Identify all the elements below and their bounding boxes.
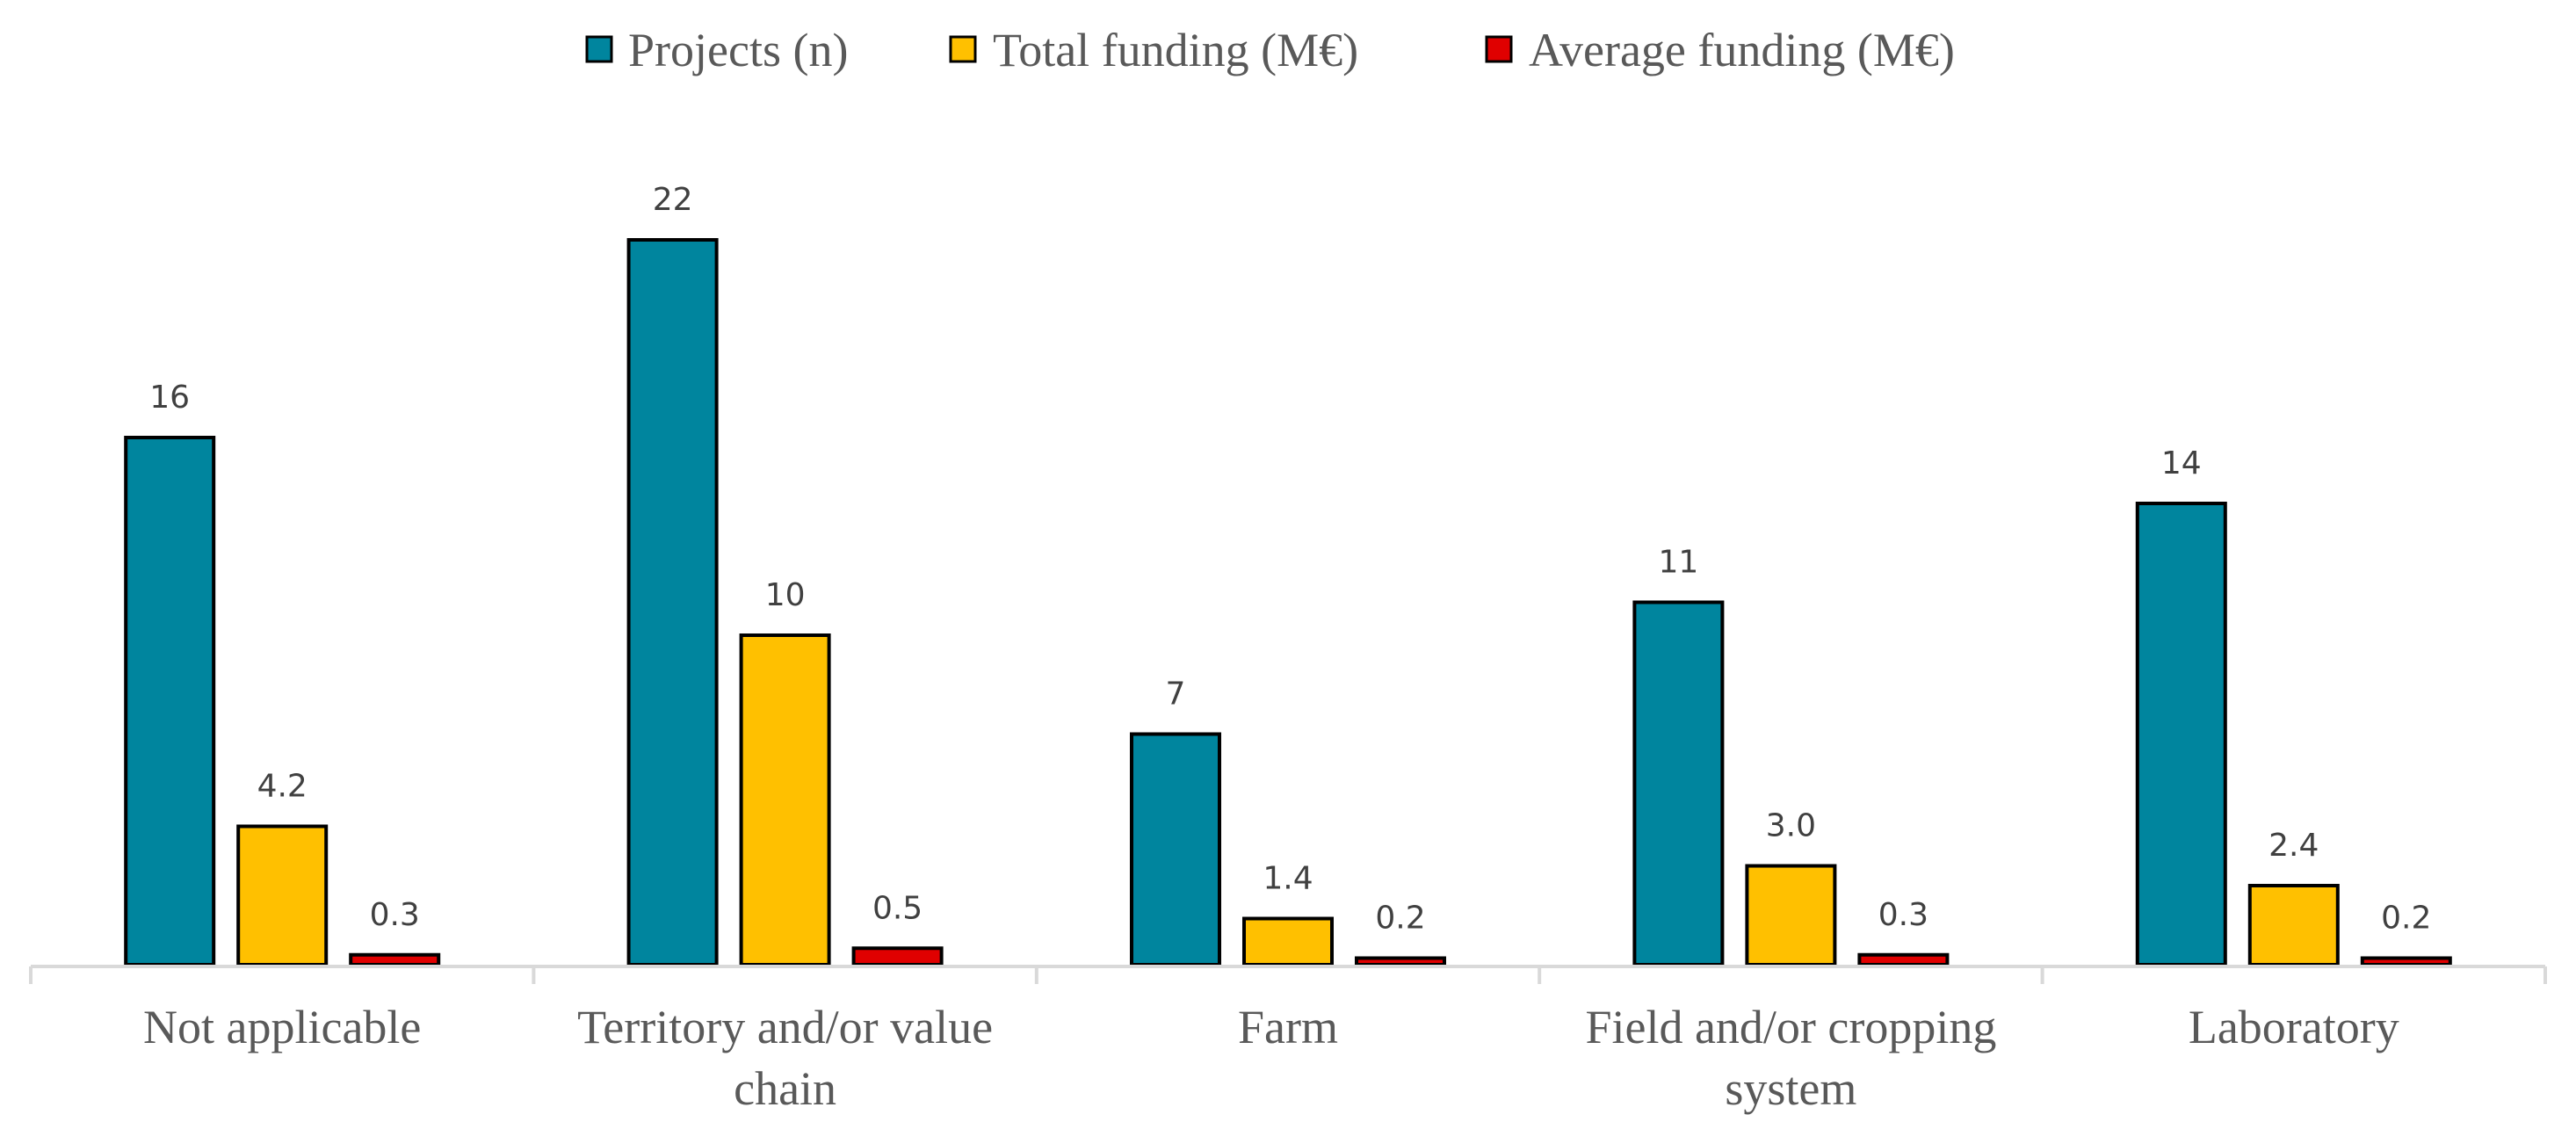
data-label-projects-n-not-applicable: 16 [149, 380, 190, 416]
category-label-field-and-or-cropping-system-line-1: Field and/or cropping [1585, 1001, 1996, 1053]
data-label-projects-n-field-and-or-cropping-system: 11 [1658, 545, 1698, 581]
bar-average-funding-m-not-applicable [349, 952, 441, 966]
bar-projects-n-laboratory [2135, 502, 2227, 966]
bar-average-funding-m-farm [1355, 956, 1446, 966]
bar-total-funding-m-not-applicable [236, 824, 329, 966]
bar-projects-n-territory-and-or-value-chain [626, 238, 719, 966]
data-label-average-funding-m-territory-and-or-value-chain: 0.5 [872, 890, 923, 926]
legend: Projects (n) Total funding (M€) Average fu… [585, 24, 1955, 76]
bar-average-funding-m-laboratory [2360, 956, 2452, 966]
data-label-average-funding-m-farm: 0.2 [1375, 901, 1425, 937]
bar-projects-n-field-and-or-cropping-system [1632, 600, 1725, 966]
bar-total-funding-m-field-and-or-cropping-system [1745, 864, 1837, 966]
bar-total-funding-m-territory-and-or-value-chain [739, 633, 831, 966]
legend-label-average-funding-m: Average funding (M€) [1529, 24, 1955, 76]
data-label-total-funding-m-field-and-or-cropping-system: 3.0 [1766, 808, 1816, 844]
bar-projects-n-not-applicable [124, 436, 216, 966]
legend-label-projects-n: Projects (n) [628, 24, 848, 76]
legend-swatch-projects-n [585, 35, 613, 63]
bar-total-funding-m-laboratory [2247, 884, 2340, 966]
bar-projects-n-farm [1130, 732, 1221, 966]
category-label-laboratory: Laboratory [2189, 1001, 2399, 1053]
data-label-average-funding-m-field-and-or-cropping-system: 0.3 [1878, 897, 1928, 933]
data-label-average-funding-m-laboratory: 0.2 [2381, 901, 2431, 937]
category-label-territory-and-or-value-chain-line-2: chain [734, 1062, 836, 1115]
bar-average-funding-m-territory-and-or-value-chain [851, 946, 944, 966]
data-label-total-funding-m-territory-and-or-value-chain: 10 [765, 577, 806, 613]
data-label-total-funding-m-not-applicable: 4.2 [257, 769, 308, 805]
x-axis: Not applicable Territory and/or value chai… [29, 965, 2547, 1115]
bars-layer: 16 4.2 0.3 22 10 0.5 7 1.4 0.2 11 3.0 0.3 14 2.4 0.2 [124, 182, 2452, 966]
data-label-projects-n-farm: 7 [1166, 677, 1186, 713]
bar-average-funding-m-field-and-or-cropping-system [1857, 952, 1950, 966]
bar-total-funding-m-farm [1242, 916, 1334, 966]
category-label-field-and-or-cropping-system-line-2: system [1725, 1062, 1856, 1115]
data-label-projects-n-laboratory: 14 [2161, 445, 2202, 481]
legend-swatch-average-funding-m [1485, 35, 1513, 63]
data-label-total-funding-m-farm: 1.4 [1263, 861, 1313, 897]
legend-label-total-funding-m: Total funding (M€) [993, 24, 1358, 76]
category-label-not-applicable: Not applicable [143, 1001, 421, 1053]
data-label-average-funding-m-not-applicable: 0.3 [370, 897, 420, 933]
category-label-territory-and-or-value-chain-line-1: Territory and/or value [577, 1001, 993, 1053]
legend-swatch-total-funding-m [949, 35, 977, 63]
category-label-farm: Farm [1238, 1001, 1338, 1053]
data-label-total-funding-m-laboratory: 2.4 [2268, 828, 2319, 864]
data-label-projects-n-territory-and-or-value-chain: 22 [653, 182, 693, 218]
